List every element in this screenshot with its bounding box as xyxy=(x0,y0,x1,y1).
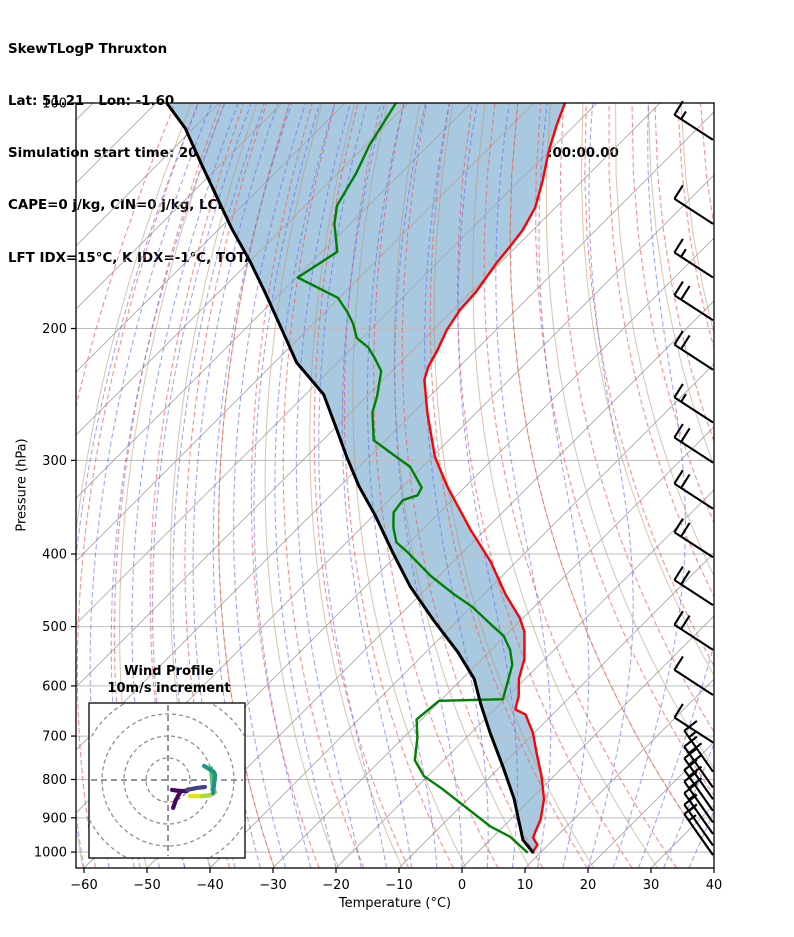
wind-barb xyxy=(673,703,714,744)
pressure-tick-label: 900 xyxy=(42,811,67,826)
pressure-tick-label: 400 xyxy=(42,548,67,563)
temperature-tick-label: 30 xyxy=(643,878,660,893)
temperature-tick-label: −20 xyxy=(322,878,349,893)
hodograph-trace-segment xyxy=(184,784,208,792)
wind-barb xyxy=(673,281,714,322)
temperature-tick-label: 10 xyxy=(517,878,534,893)
temperature-tick-label: −40 xyxy=(196,878,223,893)
cin-shaded-area xyxy=(166,103,565,853)
wind-barb xyxy=(673,330,714,371)
plot-border xyxy=(75,102,715,869)
parcel-curve xyxy=(165,103,535,854)
pressure-tick-label: 100 xyxy=(42,97,67,112)
hodograph-trace-segment xyxy=(171,790,183,810)
wind-barb xyxy=(673,383,714,424)
wind-barb xyxy=(673,423,714,464)
dewpoint-curve xyxy=(296,103,529,854)
wind-barb xyxy=(673,184,714,225)
pressure-tick-label: 700 xyxy=(42,730,67,745)
wind-barb xyxy=(673,238,714,279)
hodograph-title: Wind Profile xyxy=(124,664,214,679)
pressure-tick-label: 600 xyxy=(42,679,67,694)
hodograph-subtitle: 10m/s increment xyxy=(107,681,231,696)
x-axis-label: Temperature (°C) xyxy=(338,896,452,911)
wind-barb xyxy=(683,803,714,856)
wind-barb xyxy=(673,565,714,606)
temperature-tick-label: −60 xyxy=(70,878,97,893)
temperature-tick-label: 0 xyxy=(458,878,466,893)
wind-barbs xyxy=(673,100,714,856)
wind-profile-inset xyxy=(88,702,246,859)
pressure-tick-label: 200 xyxy=(42,322,67,337)
temperature-curve xyxy=(423,103,567,854)
temperature-tick-label: −30 xyxy=(259,878,286,893)
temperature-tick-label: −50 xyxy=(133,878,160,893)
hodograph-grid xyxy=(89,703,245,858)
moist-adiabats-dashed xyxy=(76,103,714,868)
plot-area xyxy=(76,103,714,868)
wind-barb xyxy=(673,655,714,696)
pressure-tick-label: 800 xyxy=(42,773,67,788)
lat-lon-line: Lat: 51.21 Lon: -1.60 xyxy=(8,94,175,110)
hodograph-trace-segment xyxy=(202,763,218,796)
temperature-tick-label: 20 xyxy=(580,878,597,893)
axis-ticks xyxy=(71,102,715,873)
temperature-tick-label: 40 xyxy=(706,878,723,893)
dry-adiabats-dashed xyxy=(76,103,714,868)
pressure-tick-label: 500 xyxy=(42,620,67,635)
wind-barb xyxy=(673,518,714,559)
wind-barb xyxy=(673,469,714,510)
y-axis-label: Pressure (hPa) xyxy=(14,438,30,532)
wind-barb xyxy=(673,100,714,141)
pressure-tick-label: 300 xyxy=(42,454,67,469)
pressure-tick-label: 1000 xyxy=(34,846,67,861)
wind-barb xyxy=(673,610,714,651)
temperature-tick-label: −10 xyxy=(385,878,412,893)
chart-title: SkewTLogP Thruxton xyxy=(8,41,168,57)
wind-barb xyxy=(683,720,714,773)
